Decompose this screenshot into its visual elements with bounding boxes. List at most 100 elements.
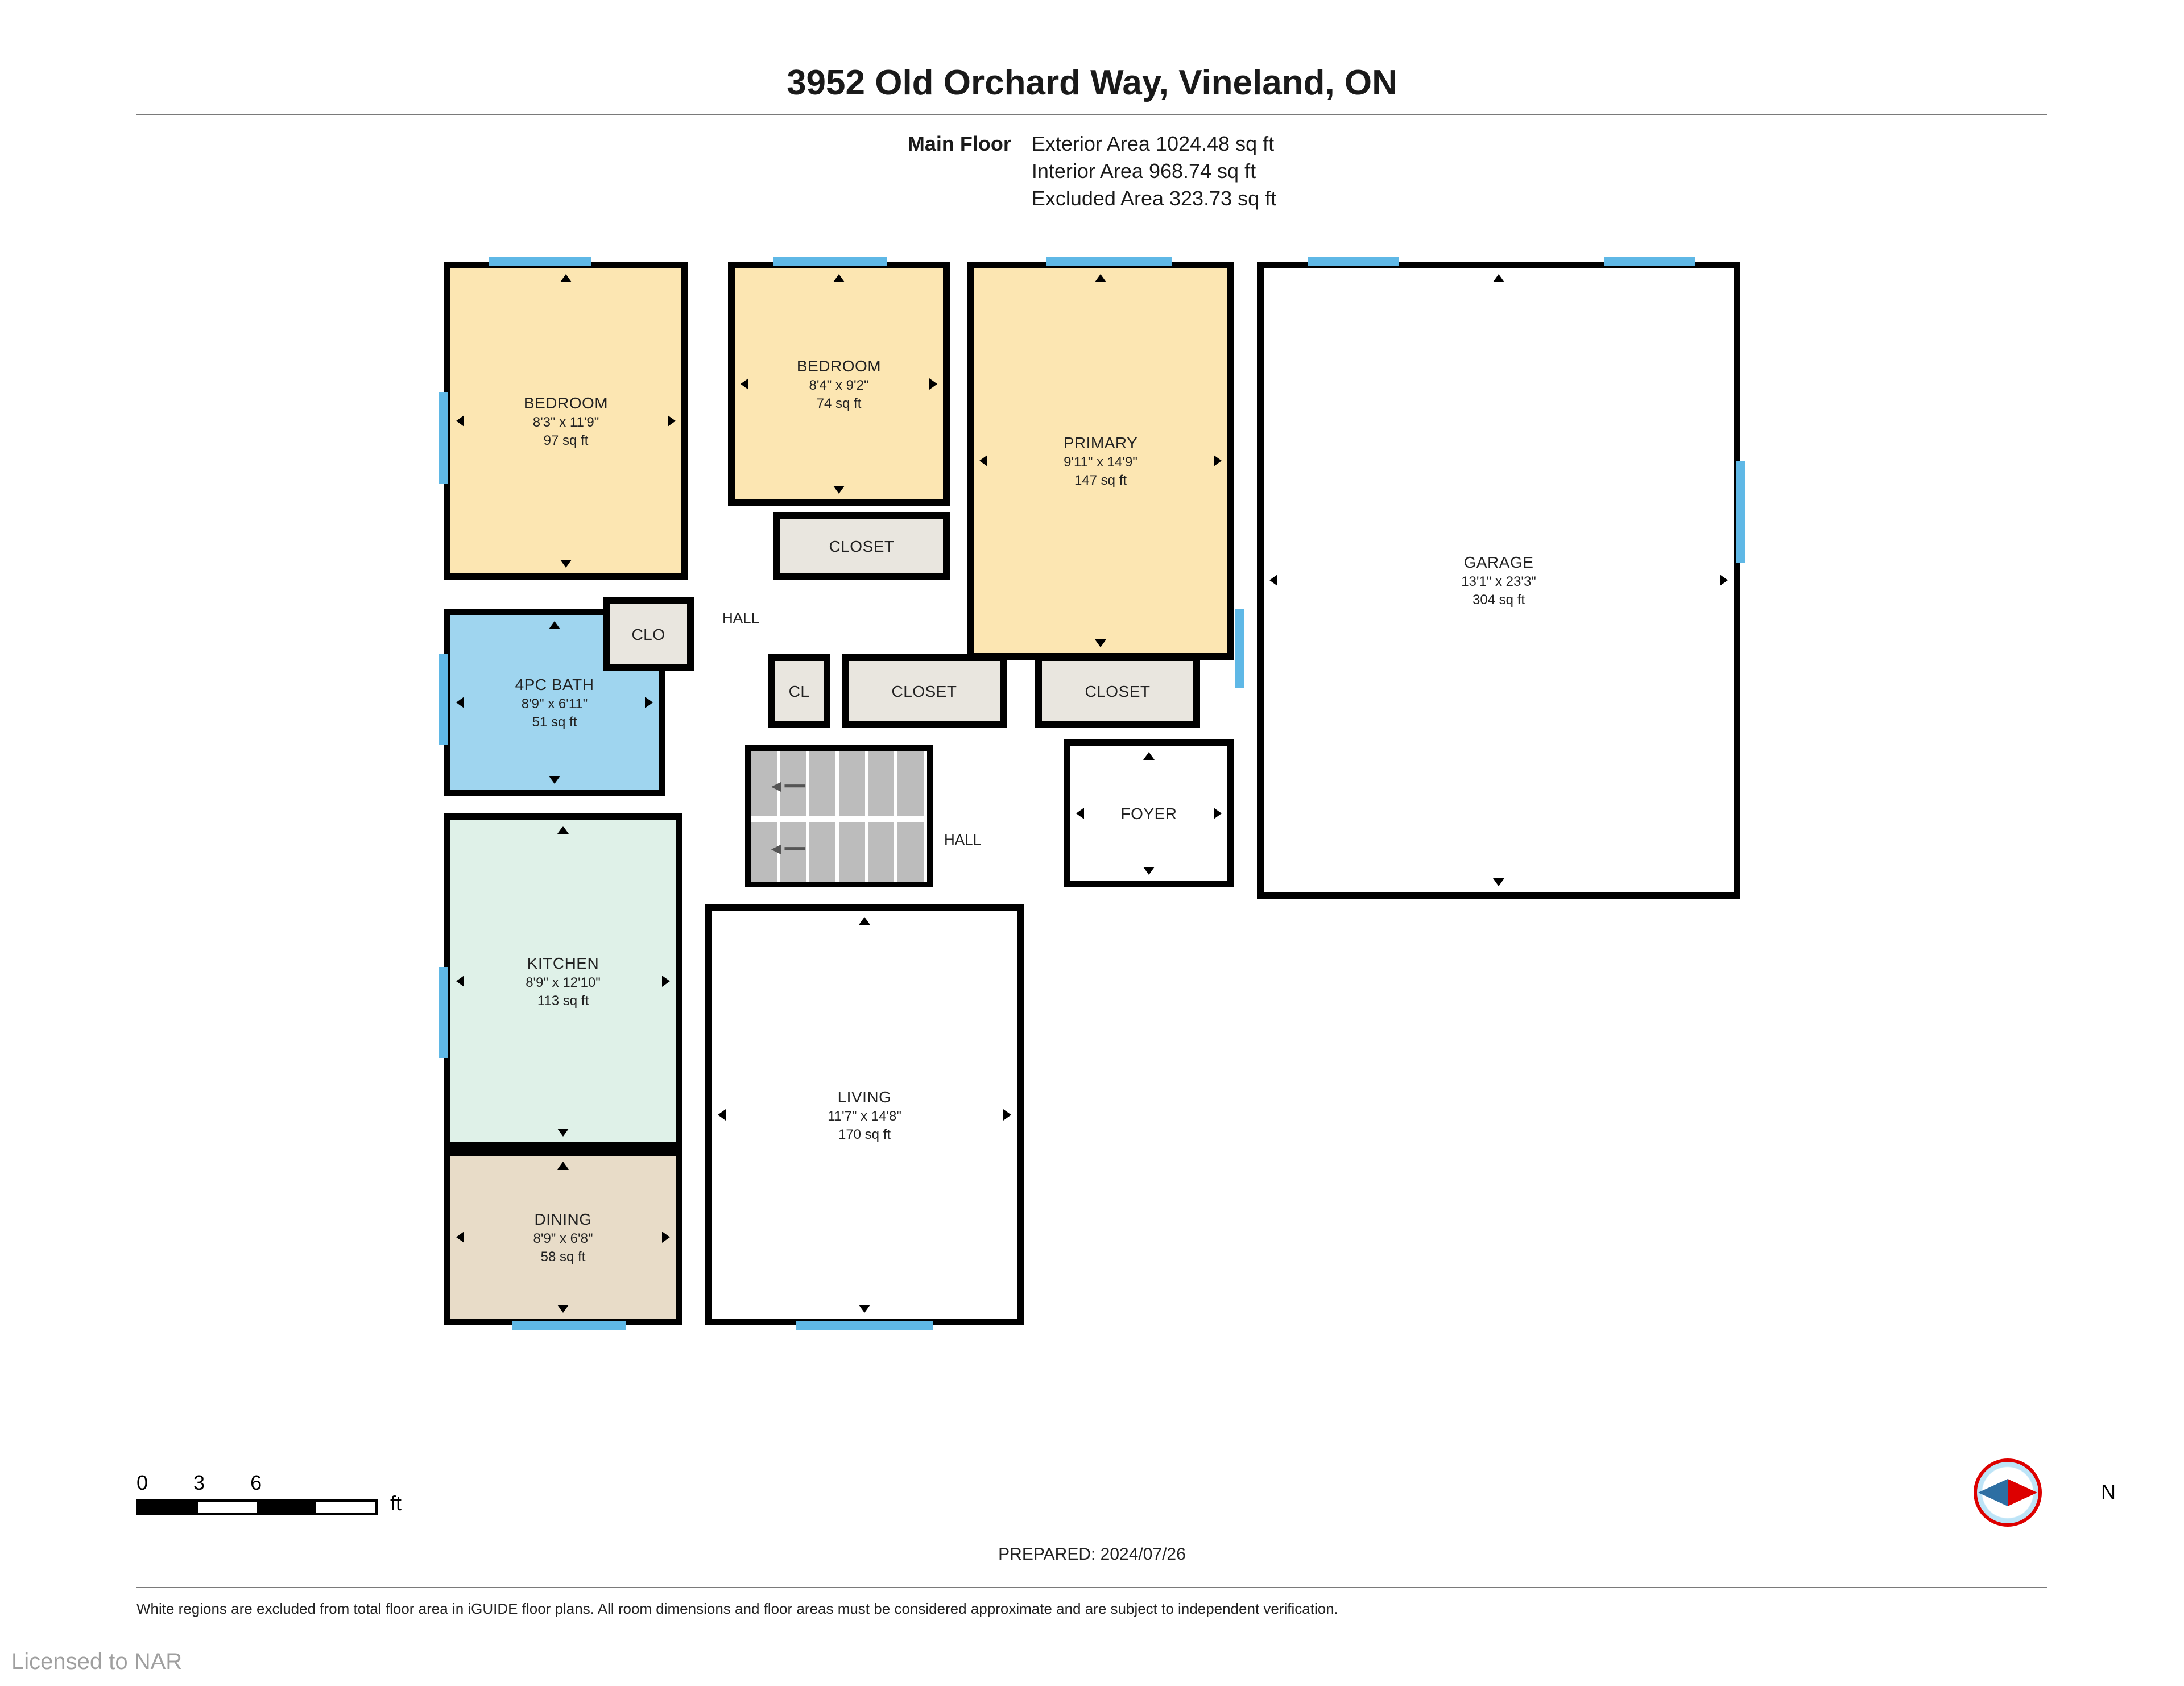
dimension-arrow-icon	[560, 274, 572, 282]
room-dining: DINING8'9" x 6'8" 58 sq ft	[444, 1149, 682, 1325]
scale-2: 6	[250, 1471, 262, 1495]
scale-bar: 0 3 6 ft	[136, 1471, 402, 1515]
room-area: 58 sq ft	[541, 1249, 586, 1266]
stair-arrow-icon: ◄━━	[768, 839, 805, 859]
window-icon	[1046, 257, 1172, 266]
dimension-arrow-icon	[1493, 274, 1504, 282]
room-dimensions: 8'9" x 6'8"	[533, 1230, 593, 1247]
dimension-arrow-icon	[662, 1232, 670, 1243]
disclaimer-text: White regions are excluded from total fl…	[136, 1600, 2048, 1618]
window-icon	[1604, 257, 1695, 266]
dimension-arrow-icon	[1095, 274, 1106, 282]
dimension-arrow-icon	[1720, 575, 1728, 586]
room-area: 51 sq ft	[532, 714, 577, 731]
room-name: CLOSET	[829, 536, 894, 556]
room-bedroom-1: BEDROOM8'3" x 11'9"97 sq ft	[444, 262, 688, 580]
dimension-arrow-icon	[549, 776, 560, 784]
excluded-area: Excluded Area 323.73 sq ft	[1032, 187, 1276, 210]
interior-area: Interior Area 968.74 sq ft	[1032, 159, 1276, 183]
room-name: CLOSET	[1085, 681, 1150, 701]
dimension-arrow-icon	[1493, 878, 1504, 886]
room-area: 74 sq ft	[817, 395, 862, 412]
dimension-arrow-icon	[557, 1305, 569, 1313]
dimension-arrow-icon	[833, 486, 845, 494]
footer-rule	[136, 1587, 2048, 1588]
scale-0: 0	[136, 1471, 148, 1495]
license-watermark: Licensed to NAR	[11, 1649, 182, 1675]
window-icon	[439, 392, 448, 484]
room-name: 4PC BATH	[515, 675, 594, 695]
exterior-area: Exterior Area 1024.48 sq ft	[1032, 132, 1276, 156]
dimension-arrow-icon	[1095, 639, 1106, 647]
dimension-arrow-icon	[456, 1232, 464, 1243]
dimension-arrow-icon	[560, 560, 572, 568]
scale-unit: ft	[390, 1491, 402, 1515]
window-icon	[439, 654, 448, 745]
room-garage: GARAGE13'1" x 23'3" 304 sq ft	[1257, 262, 1740, 899]
room-name: LIVING	[838, 1087, 892, 1107]
dimension-arrow-icon	[557, 826, 569, 834]
window-icon	[796, 1321, 933, 1330]
room-dimensions: 8'9" x 6'11"	[522, 696, 588, 713]
dimension-arrow-icon	[549, 621, 560, 629]
title-rule	[136, 114, 2048, 115]
dimension-arrow-icon	[1269, 575, 1277, 586]
window-icon	[512, 1321, 626, 1330]
dimension-arrow-icon	[645, 697, 653, 708]
dimension-arrow-icon	[1214, 808, 1222, 819]
dimension-arrow-icon	[456, 415, 464, 427]
dimension-arrow-icon	[1143, 867, 1155, 875]
room-name: PRIMARY	[1064, 433, 1138, 453]
dimension-arrow-icon	[859, 917, 870, 925]
dimension-arrow-icon	[662, 976, 670, 987]
room-name: BEDROOM	[524, 393, 608, 413]
room-primary: PRIMARY9'11" x 14'9"147 sq ft	[967, 262, 1234, 660]
window-icon	[1235, 609, 1244, 688]
room-closet-bed2: CLOSET	[774, 512, 950, 580]
dimension-arrow-icon	[1003, 1109, 1011, 1121]
room-closet-prim: CLOSET	[1035, 654, 1200, 728]
room-clo-1: CLO	[603, 597, 694, 671]
floor-label: Main Floor	[908, 132, 1011, 210]
window-icon	[1308, 257, 1399, 266]
compass-icon	[1974, 1458, 2042, 1527]
room-dimensions: 11'7" x 14'8"	[828, 1108, 901, 1125]
room-area: 97 sq ft	[544, 432, 589, 449]
dimension-arrow-icon	[741, 378, 748, 390]
dimension-arrow-icon	[979, 455, 987, 466]
prepared-date: PREPARED: 2024/07/26	[136, 1545, 2048, 1564]
room-dimensions: 9'11" x 14'9"	[1064, 454, 1138, 471]
dimension-arrow-icon	[1076, 808, 1084, 819]
room-foyer: FOYER	[1064, 739, 1234, 887]
room-area: 170 sq ft	[838, 1126, 891, 1143]
dimension-arrow-icon	[456, 976, 464, 987]
floor-plan: BEDROOM8'3" x 11'9"97 sq ftBEDROOM8'4" x…	[421, 245, 1763, 1337]
room-closet-mid: CLOSET	[842, 654, 1007, 728]
room-name: CLO	[631, 625, 665, 644]
room-name: KITCHEN	[527, 953, 599, 973]
dimension-arrow-icon	[833, 274, 845, 282]
room-dimensions: 8'3" x 11'9"	[533, 414, 599, 431]
stair-arrow-icon: ◄━━	[768, 776, 805, 796]
window-icon	[439, 967, 448, 1058]
window-icon	[774, 257, 887, 266]
dimension-arrow-icon	[1143, 752, 1155, 760]
room-name: FOYER	[1121, 804, 1177, 824]
room-name: DINING	[535, 1209, 592, 1229]
window-icon	[1736, 461, 1745, 563]
room-name: CL	[789, 681, 810, 701]
dimension-arrow-icon	[557, 1162, 569, 1170]
room-area: 113 sq ft	[537, 993, 589, 1010]
room-cl-small: CL	[768, 654, 830, 728]
room-living: LIVING11'7" x 14'8"170 sq ft	[705, 904, 1024, 1325]
dimension-arrow-icon	[859, 1305, 870, 1313]
room-dimensions: 8'9" x 12'10"	[526, 974, 601, 991]
room-name: GARAGE	[1464, 552, 1534, 572]
room-dimensions: 13'1" x 23'3"	[1461, 573, 1536, 590]
page-title: 3952 Old Orchard Way, Vineland, ON	[136, 63, 2048, 103]
compass-north-label: N	[2101, 1480, 2116, 1504]
label-hall-2: HALL	[944, 830, 981, 849]
room-area: 304 sq ft	[1472, 592, 1525, 609]
room-area: 147 sq ft	[1074, 472, 1127, 489]
dimension-arrow-icon	[456, 697, 464, 708]
